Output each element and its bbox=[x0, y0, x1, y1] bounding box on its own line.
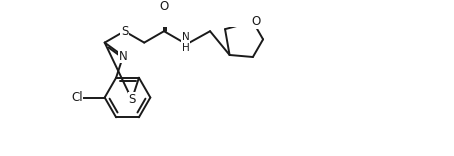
Text: N: N bbox=[119, 50, 128, 63]
Text: Cl: Cl bbox=[71, 91, 83, 104]
Text: S: S bbox=[121, 25, 128, 38]
Text: O: O bbox=[252, 15, 261, 28]
Text: N
H: N H bbox=[182, 32, 189, 53]
Text: S: S bbox=[128, 93, 136, 106]
Text: O: O bbox=[159, 0, 168, 13]
